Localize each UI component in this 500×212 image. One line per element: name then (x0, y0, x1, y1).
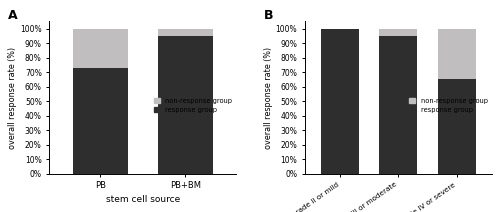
X-axis label: stem cell source: stem cell source (106, 195, 180, 204)
Bar (380, 29, 418, 36)
Bar (158, 36, 213, 174)
Text: A: A (8, 9, 18, 22)
Text: B: B (264, 9, 274, 22)
Legend: non-response group, response group: non-response group, response group (153, 97, 233, 113)
Bar (438, 29, 476, 80)
Bar (158, 29, 213, 36)
Y-axis label: overall response rate (%): overall response rate (%) (264, 47, 273, 149)
Bar (380, 36, 418, 174)
Bar (438, 80, 476, 174)
Legend: non-response group, response group: non-response group, response group (408, 97, 488, 113)
Y-axis label: overall response rate (%): overall response rate (%) (8, 47, 18, 149)
Bar (321, 29, 359, 174)
Bar (72, 68, 128, 174)
Bar (72, 29, 128, 68)
